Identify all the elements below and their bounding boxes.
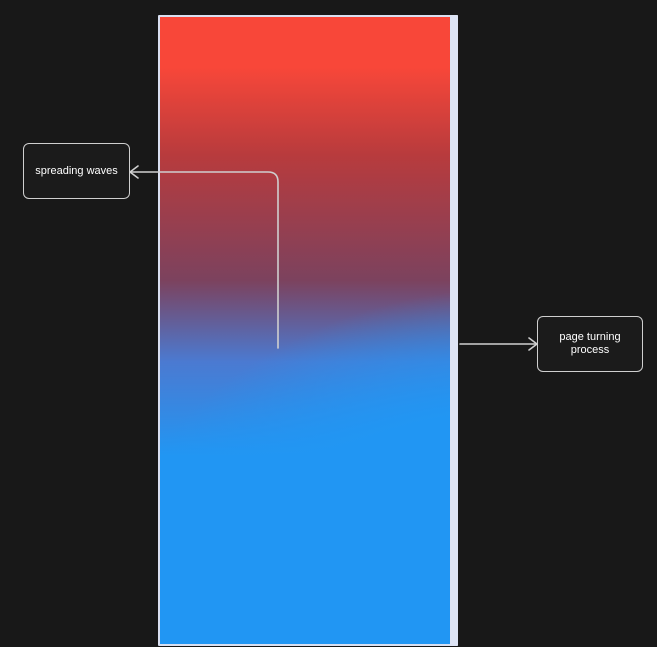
page-edge-strip xyxy=(450,15,458,646)
spreading-waves-label: spreading waves xyxy=(23,143,130,199)
page-turning-process-label: page turning process xyxy=(537,316,643,372)
page-turning-arrowhead xyxy=(528,337,538,351)
page-gradient-fill xyxy=(160,17,450,644)
spreading-waves-text: spreading waves xyxy=(35,164,118,177)
page-turning-process-text: page turning process xyxy=(559,331,621,356)
spreading-waves-arrowhead xyxy=(129,165,139,179)
page-preview-panel xyxy=(158,15,458,646)
